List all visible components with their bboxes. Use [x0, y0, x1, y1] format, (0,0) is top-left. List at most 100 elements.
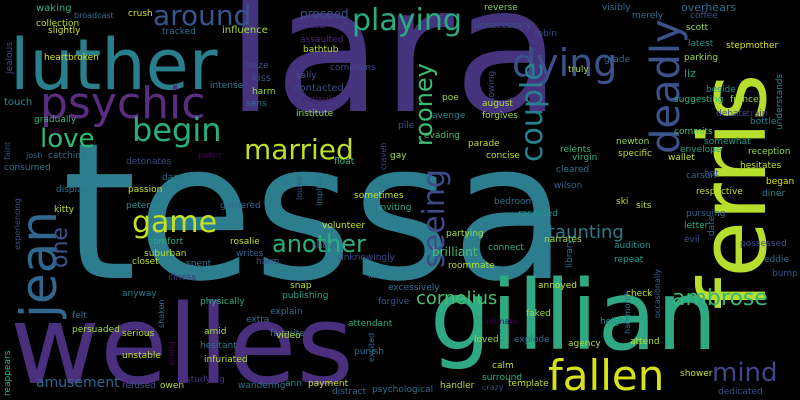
- word-intense: intense: [210, 81, 244, 91]
- word-wrong: wrong: [167, 341, 176, 366]
- word-refused: refused: [122, 381, 156, 391]
- word-coffee: coffee: [690, 11, 718, 21]
- word-mind: mind: [712, 358, 778, 388]
- word-psychic: psychic: [40, 78, 206, 129]
- word-contacted: contacted: [294, 83, 344, 94]
- word-amusement: amusement: [36, 375, 120, 391]
- word-suburban: suburban: [144, 249, 187, 259]
- word-one: one: [48, 227, 73, 268]
- word-beside: beside: [706, 85, 736, 95]
- word-wandering: wandering: [238, 381, 286, 391]
- word-ski: ski: [616, 197, 629, 207]
- word-truly: truly: [568, 65, 589, 75]
- word-excessively: excessively: [388, 283, 440, 293]
- word-inviting: inviting: [378, 203, 412, 213]
- word-couple: couple: [515, 62, 550, 162]
- word-anyway: anyway: [122, 289, 157, 299]
- word-somewhat: somewhat: [704, 137, 751, 147]
- word-payment: payment: [308, 379, 349, 389]
- word-attend: attend: [630, 337, 660, 347]
- word-float: float: [334, 157, 355, 167]
- word-pursuing: pursuing: [686, 209, 726, 219]
- word-debate: debate: [716, 109, 748, 119]
- word-experiencing: experiencing: [13, 198, 22, 250]
- word-wallet: wallet: [668, 153, 695, 163]
- word-another: another: [272, 230, 366, 258]
- word-harm-2: harm: [256, 257, 280, 267]
- word-cleared: cleared: [556, 165, 590, 175]
- word-serious: serious: [122, 329, 155, 339]
- word-reverse: reverse: [484, 3, 518, 13]
- word-explode: explode: [514, 335, 550, 345]
- word-tessa: tessa: [62, 102, 568, 323]
- word-loved: loved: [474, 335, 499, 345]
- word-welles: welles: [10, 281, 354, 400]
- word-crush: crush: [128, 9, 153, 19]
- word-rosalie: rosalie: [230, 237, 260, 247]
- word-louise: louise: [295, 176, 304, 201]
- word-explain: explain: [270, 307, 303, 317]
- word-institute: institute: [296, 109, 334, 119]
- word-overhears: overhears: [681, 1, 737, 14]
- word-merely: merely: [632, 11, 664, 21]
- word-diner: diner: [762, 189, 786, 199]
- word-bottle: bottle: [750, 117, 777, 127]
- word-unstable: unstable: [122, 351, 161, 361]
- word-proceed: proceed: [300, 7, 349, 21]
- word-assaulted: assaulted: [300, 35, 344, 45]
- word-catching: catching: [48, 151, 87, 161]
- word-grade: grade: [604, 55, 631, 65]
- word-craven: craven: [379, 142, 388, 170]
- word-audition: audition: [614, 241, 651, 251]
- word-repeat: repeat: [614, 255, 644, 265]
- word-avenge: avenge: [432, 111, 466, 121]
- word-date: date: [707, 215, 717, 236]
- word-bump: bump: [772, 269, 798, 279]
- word-poe: poe: [442, 93, 459, 103]
- word-unknowingly: unknowingly: [338, 253, 395, 263]
- word-link: link: [368, 271, 384, 281]
- word-occasionally: occasionally: [653, 268, 662, 318]
- word-harm: harm: [252, 87, 276, 97]
- word-newton: newton: [616, 137, 650, 147]
- word-broadcast: broadcast: [74, 11, 114, 20]
- word-forgives: forgives: [482, 111, 518, 121]
- word-gillian: gillian: [430, 260, 718, 372]
- word-complains: complains: [330, 63, 376, 73]
- word-narrates: narrates: [544, 235, 582, 245]
- word-begin: begin: [132, 111, 222, 149]
- word-favorite: favorite: [270, 329, 305, 339]
- word-concise: concise: [486, 151, 520, 161]
- word-psychological: psychological: [372, 385, 434, 395]
- word-roommate: roommate: [448, 261, 495, 271]
- word-heartbroken: heartbroken: [44, 53, 99, 63]
- word-sits: sits: [636, 201, 652, 211]
- word-snap: snap: [290, 281, 312, 291]
- word-latest: latest: [688, 39, 714, 49]
- word-evil: evil: [684, 235, 700, 245]
- word-annoyed: annoyed: [538, 281, 578, 291]
- word-france: france: [730, 95, 759, 105]
- word-pile: pile: [398, 121, 415, 131]
- word-eddie: eddie: [764, 255, 790, 265]
- word-calm: calm: [492, 361, 514, 371]
- word-touch: touch: [4, 97, 33, 108]
- word-volunteer: volunteer: [322, 221, 366, 231]
- word-around: around: [153, 0, 252, 32]
- word-tracked: tracked: [162, 27, 196, 37]
- word-fallen: fallen: [548, 351, 665, 400]
- word-consumed: consumed: [4, 163, 51, 173]
- word-comfort: comfort: [148, 237, 184, 247]
- word-luther: luther: [10, 24, 218, 106]
- word-shout: shout: [312, 241, 338, 251]
- word-evading: evading: [424, 131, 461, 141]
- word-stepmother: stepmother: [726, 41, 779, 51]
- word-shower: shower: [680, 369, 713, 379]
- word-felt: felt: [72, 311, 87, 321]
- word-attendant: attendant: [348, 319, 393, 329]
- word-josh: josh: [26, 151, 43, 160]
- word-playing: playing: [352, 3, 462, 38]
- word-gay: gay: [390, 151, 407, 161]
- word-specific: specific: [618, 149, 653, 159]
